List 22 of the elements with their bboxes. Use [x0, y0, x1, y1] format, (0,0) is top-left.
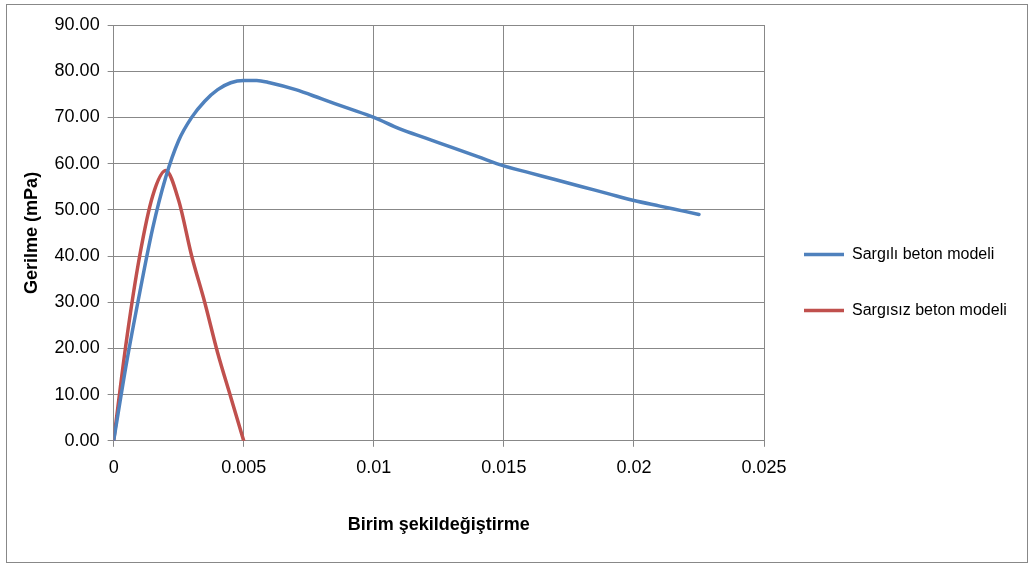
y-tick-label: 0.00	[64, 429, 100, 450]
legend-label: Sargılı beton modeli	[852, 244, 995, 262]
x-axis-title: Birim şekildeğiştirme	[347, 514, 530, 535]
legend-label: Sargısız beton modeli	[852, 300, 1007, 318]
y-tick-label: 60.00	[54, 152, 100, 173]
x-tick-label: 0.015	[481, 456, 527, 477]
y-axis-title: Gerilme (mPa)	[20, 171, 41, 294]
y-tick-label: 20.00	[54, 337, 100, 358]
x-tick-label: 0.01	[356, 456, 392, 477]
x-tick-label: 0.005	[221, 456, 267, 477]
x-tick-label: 0.02	[616, 456, 652, 477]
x-tick-label: 0.025	[741, 456, 787, 477]
x-tick-label: 0	[108, 456, 119, 477]
y-tick-label: 30.00	[54, 291, 100, 312]
y-tick-label: 40.00	[54, 244, 100, 265]
line-series	[113, 168, 246, 441]
y-tick-label: 10.00	[54, 383, 100, 404]
y-tick-label: 80.00	[54, 60, 100, 81]
line-series	[113, 78, 701, 441]
y-tick-label: 50.00	[54, 198, 100, 219]
y-tick-label: 90.00	[54, 13, 100, 34]
y-tick-label: 70.00	[54, 106, 100, 127]
